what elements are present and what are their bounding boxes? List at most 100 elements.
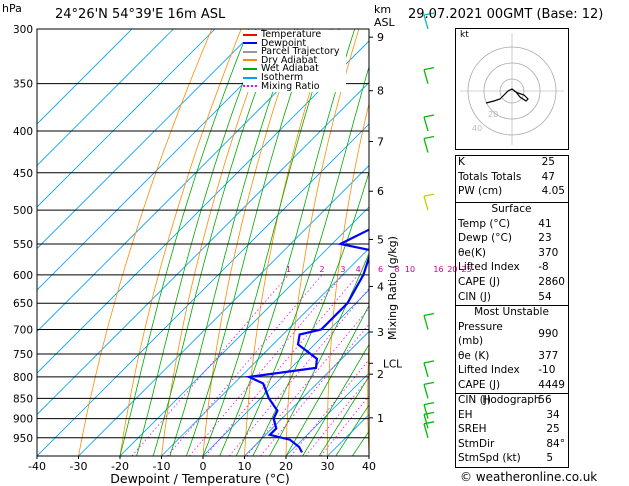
table-row: Lifted Index -10 xyxy=(455,363,568,378)
wet-adiabat-line xyxy=(219,29,356,456)
wind-barb-feather xyxy=(423,312,435,317)
hodograph-ring-label: 40 xyxy=(472,124,482,133)
row-label: StmSpd (kt) xyxy=(458,452,521,465)
legend-item: Mixing Ratio xyxy=(243,80,320,92)
table-row: StmDir 84° xyxy=(455,437,568,452)
wind-barb-feather xyxy=(423,67,435,71)
dry-adiabat-line xyxy=(202,29,301,456)
isotherm-line xyxy=(37,29,133,125)
km-tick-label: 6 xyxy=(377,185,384,198)
plot-frame xyxy=(36,28,370,457)
row-value: 4449 xyxy=(538,378,565,391)
row-label: CAPE (J) xyxy=(458,378,501,391)
x-tick-label: 40 xyxy=(362,460,376,473)
x-tick-label: 10 xyxy=(238,460,252,473)
legend-label: Temperature xyxy=(261,29,322,40)
height-unit-label: km xyxy=(374,3,392,16)
legend-swatch xyxy=(243,50,257,53)
dry-adiabat-line xyxy=(618,29,629,456)
mixing-ratio-label: 20 xyxy=(447,265,457,274)
mixing-ratio-line xyxy=(205,274,359,456)
table-row: PW (cm) 4.05 xyxy=(455,184,568,199)
wet-adiabat-line xyxy=(152,29,279,456)
hodograph-trace xyxy=(485,88,529,104)
hodograph: 20 40 kt xyxy=(455,28,569,150)
table-row: EH 34 xyxy=(455,408,568,423)
wet-adiabat-line xyxy=(285,304,369,456)
x-tick-label: 20 xyxy=(279,460,293,473)
row-label: CIN (J) xyxy=(458,393,491,406)
pressure-tick-label: 300 xyxy=(13,24,33,36)
copyright: © weatheronline.co.uk xyxy=(460,470,598,484)
legend-item: Wet Adiabat xyxy=(243,64,319,74)
mixing-ratio-label: 1 xyxy=(286,265,291,274)
mixing-ratio-label: 3 xyxy=(340,265,345,274)
pressure-tick-label: 850 xyxy=(13,393,33,405)
legend-item: Temperature xyxy=(243,30,321,39)
mixing-ratio-label: 10 xyxy=(405,265,415,274)
row-label: θe(K) xyxy=(458,246,486,259)
isotherm-line xyxy=(37,29,257,250)
legend-item: Parcel Trajectory xyxy=(243,47,339,56)
table-header-row: Most Unstable xyxy=(455,305,568,320)
pressure-unit-label: hPa xyxy=(2,2,22,15)
isotherm-line xyxy=(37,40,369,374)
legend-label: Mixing Ratio xyxy=(261,80,320,92)
isotherm-line xyxy=(244,330,369,456)
pressure-tick-label: 450 xyxy=(13,168,33,180)
table-row: StmSpd (kt) 5 xyxy=(455,451,568,466)
wind-barb xyxy=(423,195,429,211)
row-value: 34 xyxy=(546,408,560,421)
mixing-ratio-label: 4 xyxy=(356,265,361,274)
dry-adiabat-line xyxy=(161,29,271,456)
row-label: Lifted Index xyxy=(458,261,520,274)
wind-barb-feather xyxy=(423,381,435,385)
axis-labels: 1 2 3 4 6 8 10 16 20 2530035040045050055060065070… xyxy=(13,24,472,486)
wet-adiabat-line xyxy=(318,375,369,456)
table-row: Lifted Index -8 xyxy=(455,260,568,275)
row-value: 4.05 xyxy=(541,185,565,198)
table-row: SREH 25 xyxy=(455,422,568,437)
pressure-tick-label: 800 xyxy=(13,372,33,384)
pressure-tick-label: 400 xyxy=(13,126,33,138)
wind-barb-feather xyxy=(423,135,435,140)
hodograph-params-box xyxy=(455,393,569,468)
location-title: 24°26'N 54°39'E 16m ASL xyxy=(55,7,226,22)
legend-label: Dry Adiabat xyxy=(261,54,318,66)
legend-label: Isotherm xyxy=(261,72,304,83)
mixing-ratio-axis-label: Mixing Ratio (g/kg) xyxy=(386,236,399,340)
row-label: Pressure (mb) xyxy=(458,320,503,348)
pressure-tick-label: 950 xyxy=(13,433,33,445)
row-value: 377 xyxy=(538,349,559,362)
wind-barb xyxy=(423,384,429,399)
row-label: Temp (°C) xyxy=(458,217,511,230)
x-tick-label: -10 xyxy=(153,460,171,473)
profiles xyxy=(244,228,369,453)
indices-table: K 25 Totals Totals 47 PW (cm) 4.05 xyxy=(455,155,568,199)
km-tick-label: 8 xyxy=(377,85,384,98)
row-label: Dewp (°C) xyxy=(458,232,512,245)
datetime-title: 29.07.2021 00GMT (Base: 12) xyxy=(408,7,604,22)
wind-barb-feather xyxy=(423,411,435,415)
wind-barb xyxy=(423,138,429,153)
pressure-tick-label: 350 xyxy=(13,79,33,91)
hodograph-ring-label: 20 xyxy=(488,110,498,119)
km-tick-label: 4 xyxy=(377,280,384,293)
wind-barb-feather xyxy=(423,401,435,406)
x-tick-label: 0 xyxy=(200,460,207,473)
table-title: Surface xyxy=(491,203,532,215)
isotherm-line xyxy=(37,29,174,167)
wind-barb-feather xyxy=(423,360,435,364)
wind-barb xyxy=(423,315,429,330)
wind-barbs xyxy=(423,12,435,438)
mixing-ratio-label: 2 xyxy=(320,265,325,274)
isotherm-line xyxy=(78,164,369,456)
table-row: CAPE (J) 4449 xyxy=(455,378,568,393)
isotherm-line xyxy=(37,29,216,208)
row-label: θe (K) xyxy=(458,349,490,362)
km-tick-label: 5 xyxy=(377,233,384,246)
row-label: StmDir xyxy=(458,437,495,450)
hodograph-params-table: Hodograph EH 34 SREH 25 StmDir 84° StmSpd (kt) 5 xyxy=(455,393,568,466)
mixing-ratio-label: 6 xyxy=(378,265,383,274)
row-value: 54 xyxy=(538,290,552,303)
